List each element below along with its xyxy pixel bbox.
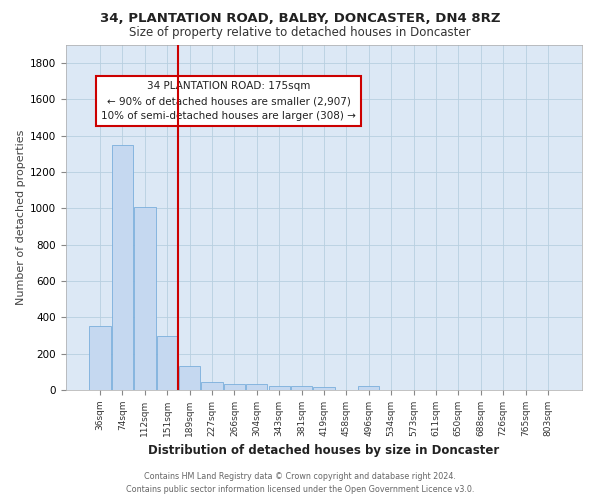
- Bar: [358, 386, 379, 390]
- Bar: [246, 384, 268, 390]
- Bar: [202, 382, 223, 390]
- Bar: [89, 326, 111, 390]
- Bar: [313, 388, 335, 390]
- Bar: [179, 366, 200, 390]
- Bar: [112, 145, 133, 390]
- Text: Size of property relative to detached houses in Doncaster: Size of property relative to detached ho…: [129, 26, 471, 39]
- Bar: [134, 206, 155, 390]
- Y-axis label: Number of detached properties: Number of detached properties: [16, 130, 26, 305]
- Bar: [224, 384, 245, 390]
- Bar: [269, 386, 290, 390]
- Text: Contains HM Land Registry data © Crown copyright and database right 2024.
Contai: Contains HM Land Registry data © Crown c…: [126, 472, 474, 494]
- Bar: [157, 336, 178, 390]
- Text: 34, PLANTATION ROAD, BALBY, DONCASTER, DN4 8RZ: 34, PLANTATION ROAD, BALBY, DONCASTER, D…: [100, 12, 500, 26]
- X-axis label: Distribution of detached houses by size in Doncaster: Distribution of detached houses by size …: [148, 444, 500, 458]
- Text: 34 PLANTATION ROAD: 175sqm
← 90% of detached houses are smaller (2,907)
10% of s: 34 PLANTATION ROAD: 175sqm ← 90% of deta…: [101, 81, 356, 121]
- Bar: [291, 386, 312, 390]
